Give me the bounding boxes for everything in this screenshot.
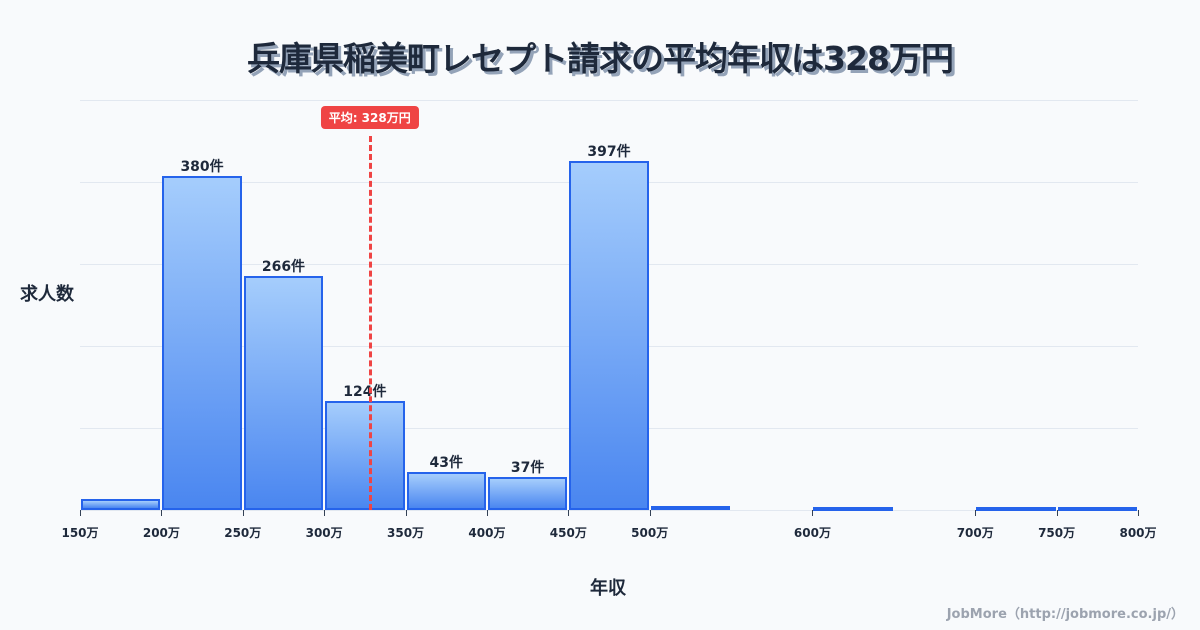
x-tick-label: 250万 (224, 526, 262, 540)
histogram-bar (81, 499, 161, 510)
x-tick (242, 510, 244, 516)
histogram-bar (569, 161, 649, 510)
x-tick (80, 510, 81, 516)
histogram-bar (243, 276, 324, 510)
x-tick (649, 510, 651, 516)
chart-title: 兵庫県稲美町レセプト請求の平均年収は328万円 (247, 39, 954, 78)
histogram-bar (976, 507, 1056, 511)
bar-value-label: 380件 (180, 158, 224, 175)
histogram-bar (406, 472, 486, 510)
x-tick (568, 510, 570, 516)
x-tick-label: 400万 (468, 526, 506, 540)
x-tick-label: 200万 (142, 526, 180, 540)
histogram-bar (325, 400, 405, 510)
x-tick-label: 450万 (549, 526, 587, 540)
x-tick (812, 510, 814, 516)
x-tick-label: 350万 (387, 526, 425, 540)
x-tick-label: 150万 (61, 526, 99, 540)
histogram-bar (162, 175, 242, 510)
source-credit: JobMore（http://jobmore.co.jp/） (946, 607, 1184, 622)
bar-value-label: 397件 (587, 144, 631, 160)
x-axis-label: 年収 (590, 578, 626, 599)
x-tick (161, 510, 163, 516)
x-tick-label: 800万 (1119, 526, 1157, 540)
histogram-bar (650, 506, 731, 511)
histogram-bar (1057, 507, 1137, 511)
bar-value-label: 37件 (510, 460, 545, 477)
x-tick-label: 500万 (631, 526, 669, 540)
mean-line (368, 136, 372, 510)
x-axis-line (80, 510, 1138, 511)
bar-value-label: 124件 (343, 383, 387, 400)
histogram-bar (813, 507, 893, 511)
x-tick (405, 510, 407, 516)
x-tick (975, 510, 977, 516)
x-tick (324, 510, 326, 516)
x-tick (1138, 510, 1139, 516)
x-tick-label: 700万 (956, 526, 994, 540)
x-tick (486, 510, 488, 516)
x-tick-label: 750万 (1038, 526, 1076, 540)
x-tick (1056, 510, 1058, 516)
plot-area: 380件 266件 124件 43件 37件 397件 150万 200万 250万 300万 3… (61, 100, 1157, 540)
y-axis-label: 求人数 (20, 284, 74, 305)
histogram-bar (487, 477, 568, 510)
mean-badge: 平均: 328万円 (320, 106, 419, 129)
bar-value-label: 266件 (261, 259, 306, 276)
x-tick-label: 300万 (305, 526, 343, 540)
gridline (80, 100, 1138, 101)
x-tick-label: 600万 (793, 526, 831, 540)
bar-value-label: 43件 (429, 455, 463, 472)
